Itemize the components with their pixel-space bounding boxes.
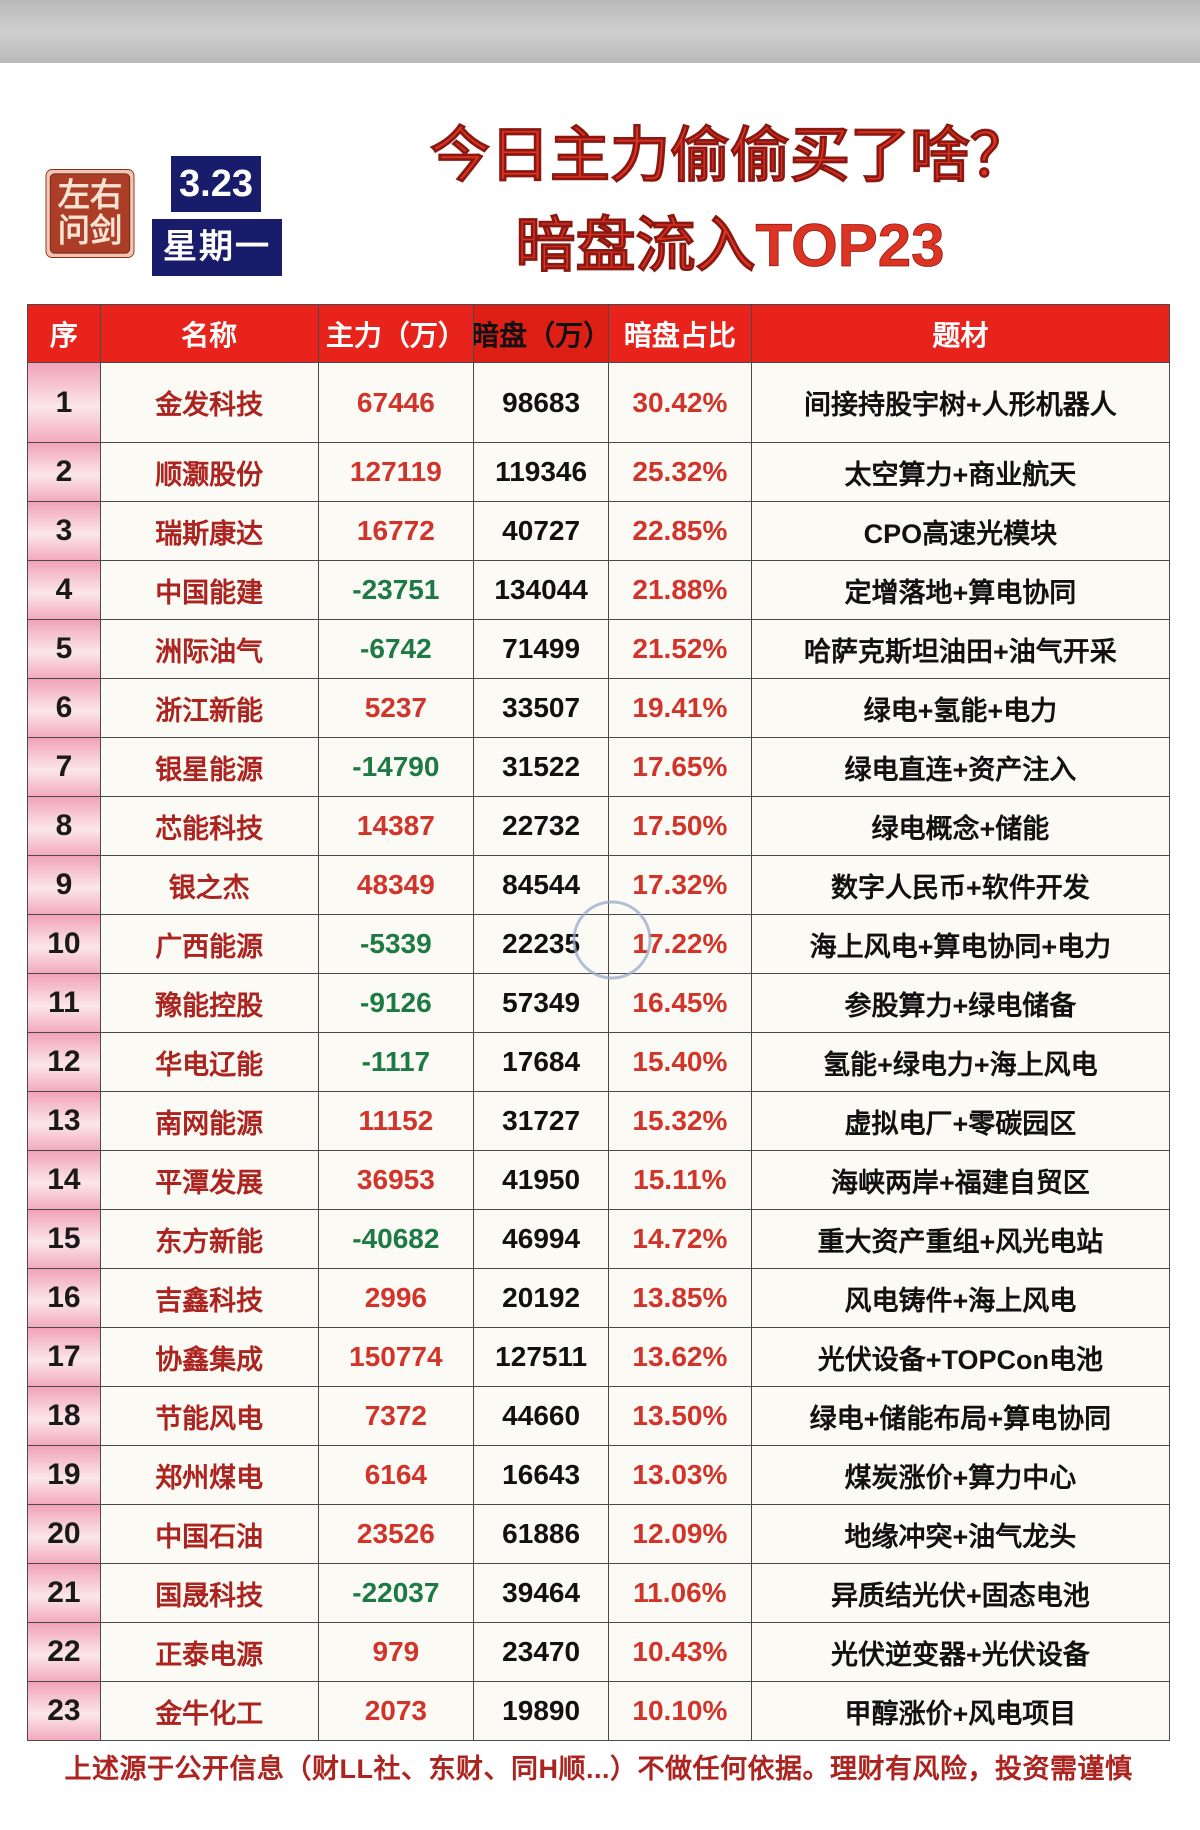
svg-text:问剑: 问剑	[58, 212, 122, 248]
svg-text:左右: 左右	[58, 177, 122, 213]
